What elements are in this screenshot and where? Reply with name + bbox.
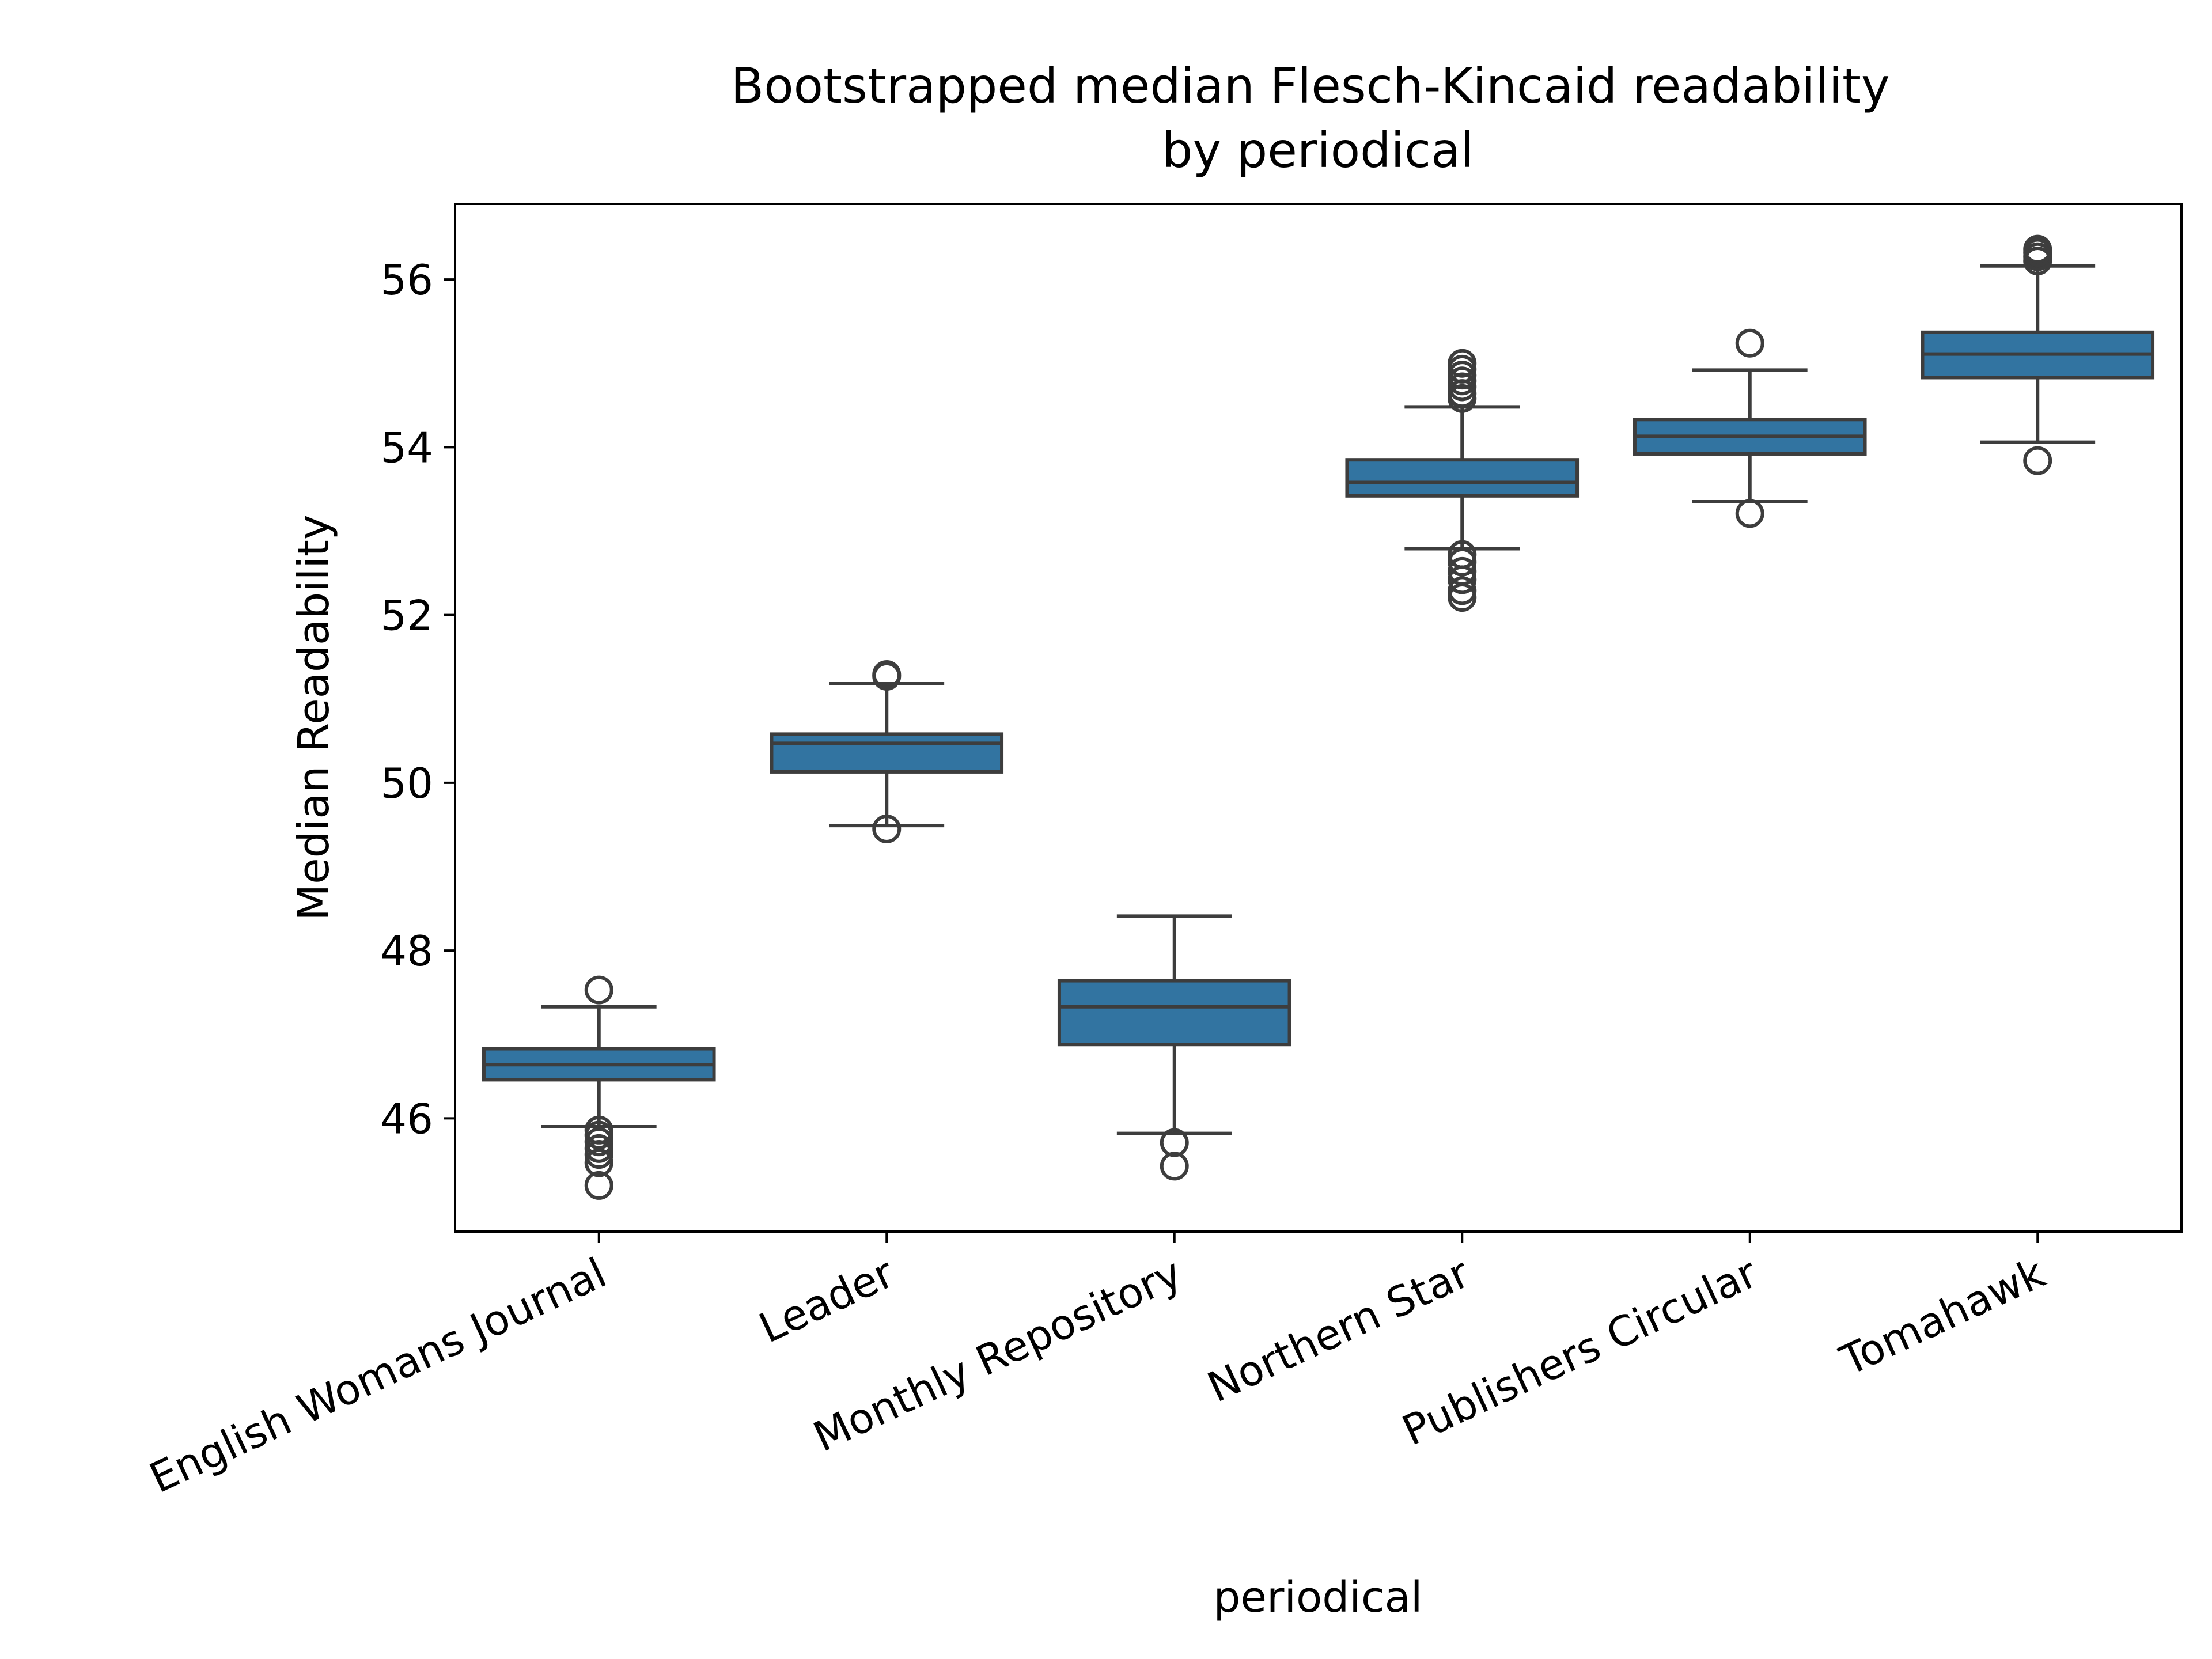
outlier-point xyxy=(872,661,902,691)
outlier-point xyxy=(584,1171,613,1200)
box-iqr xyxy=(1057,979,1291,1047)
box-iqr xyxy=(1345,458,1580,498)
box-iqr xyxy=(770,732,1004,774)
outlier-point xyxy=(1448,547,1477,577)
outlier-point xyxy=(1160,1152,1189,1181)
outlier-point xyxy=(1735,499,1764,528)
y-axis-label: Median Readability xyxy=(289,514,339,921)
x-axis-label: periodical xyxy=(1214,1573,1423,1622)
outlier-point xyxy=(584,1148,613,1177)
chart-title-line-2: by periodical xyxy=(1162,122,1474,179)
outlier-point xyxy=(1448,583,1477,612)
y-tick-label: 56 xyxy=(380,256,433,304)
outlier-point xyxy=(1448,565,1477,594)
outlier-point xyxy=(1160,1128,1189,1157)
outlier-point xyxy=(2023,247,2052,276)
y-tick-label: 54 xyxy=(380,423,433,472)
outlier-point xyxy=(872,814,902,843)
chart-title-line-1: Bootstrapped median Flesch-Kincaid reada… xyxy=(731,58,1890,114)
outlier-point xyxy=(2023,446,2052,475)
outlier-point xyxy=(584,975,613,1005)
y-tick-label: 48 xyxy=(380,927,433,975)
y-tick-label: 52 xyxy=(380,592,433,640)
chart-title: Bootstrapped median Flesch-Kincaid reada… xyxy=(731,58,1906,179)
plot-frame xyxy=(454,203,2183,1233)
y-tick-label: 50 xyxy=(380,759,433,808)
outlier-point xyxy=(584,1140,613,1169)
outlier-point xyxy=(1448,384,1477,413)
y-tick-label: 46 xyxy=(380,1094,433,1143)
outlier-point xyxy=(1735,328,1764,358)
